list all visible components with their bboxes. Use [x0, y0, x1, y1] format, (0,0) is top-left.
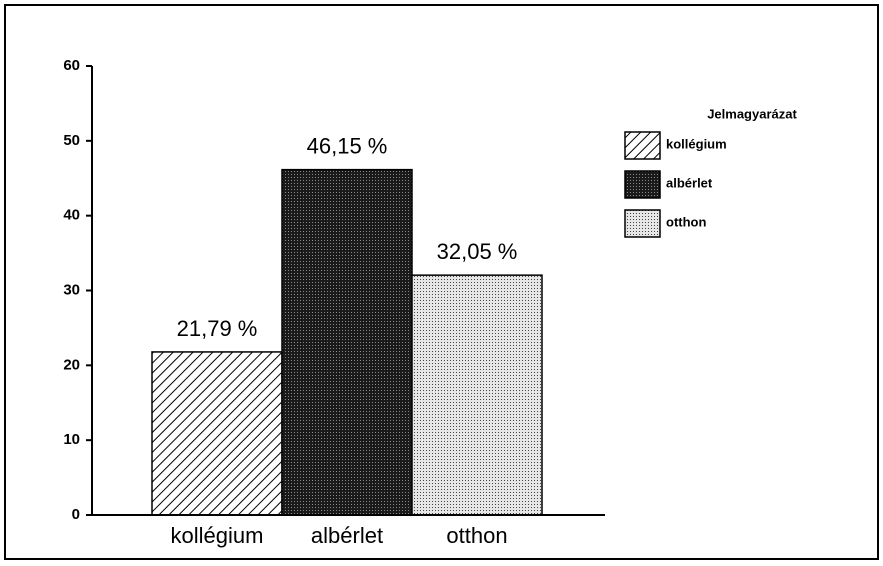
- value-label: 32,05 %: [437, 239, 518, 264]
- bar: [151, 351, 283, 516]
- x-tick-label: otthon: [446, 523, 507, 548]
- value-label: 46,15 %: [307, 133, 388, 158]
- legend-swatch: [624, 209, 661, 238]
- y-tick-label: 0: [72, 506, 80, 523]
- y-tick-label: 30: [63, 281, 80, 298]
- legend-label: kollégium: [666, 136, 727, 151]
- x-tick-label: albérlet: [311, 523, 383, 548]
- legend-label: otthon: [666, 214, 706, 229]
- y-tick-label: 10: [63, 431, 80, 448]
- legend-swatch: [624, 131, 661, 160]
- bar: [411, 274, 543, 516]
- y-tick-label: 60: [63, 57, 80, 74]
- y-tick-label: 40: [63, 207, 80, 224]
- x-tick-label: kollégium: [171, 523, 264, 548]
- legend-label: albérlet: [666, 175, 713, 190]
- y-tick-label: 50: [63, 132, 80, 149]
- value-label: 21,79 %: [177, 316, 258, 341]
- frame: [4, 4, 879, 560]
- legend-title: Jelmagyarázat: [707, 106, 797, 121]
- y-tick-label: 20: [63, 356, 80, 373]
- legend-swatch: [624, 170, 661, 199]
- bar: [281, 168, 413, 516]
